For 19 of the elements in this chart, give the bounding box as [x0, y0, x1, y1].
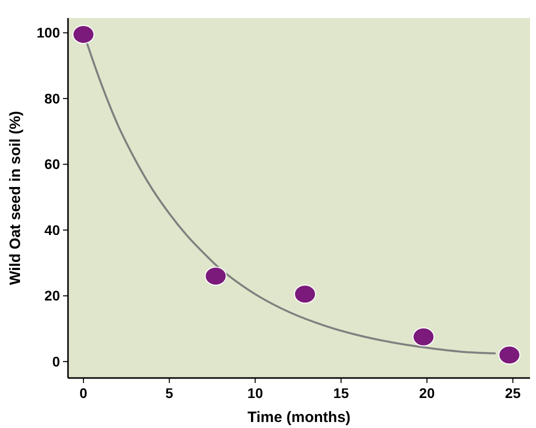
- y-tick-label: 0: [52, 353, 60, 370]
- x-tick-label: 10: [247, 385, 264, 401]
- point: [294, 284, 316, 304]
- y-tick-label: 40: [44, 222, 60, 238]
- y-tick-label: 20: [44, 288, 60, 304]
- y-axis-title: Wild Oat seed in soil (%): [7, 110, 24, 286]
- x-tick-label: 25: [505, 385, 521, 401]
- x-tick-label: 15: [333, 385, 350, 401]
- y-tick-label: 80: [44, 90, 60, 106]
- x-tick-label: 5: [165, 385, 174, 401]
- point: [204, 266, 227, 286]
- x-tick-label: 0: [80, 385, 88, 401]
- x-tick-label: 20: [419, 385, 435, 401]
- y-tick-label: 100: [36, 24, 60, 41]
- point: [498, 345, 520, 364]
- point: [412, 327, 435, 346]
- point: [72, 24, 94, 44]
- x-axis-title: Time (months): [247, 409, 351, 426]
- y-tick-label: 60: [44, 156, 60, 172]
